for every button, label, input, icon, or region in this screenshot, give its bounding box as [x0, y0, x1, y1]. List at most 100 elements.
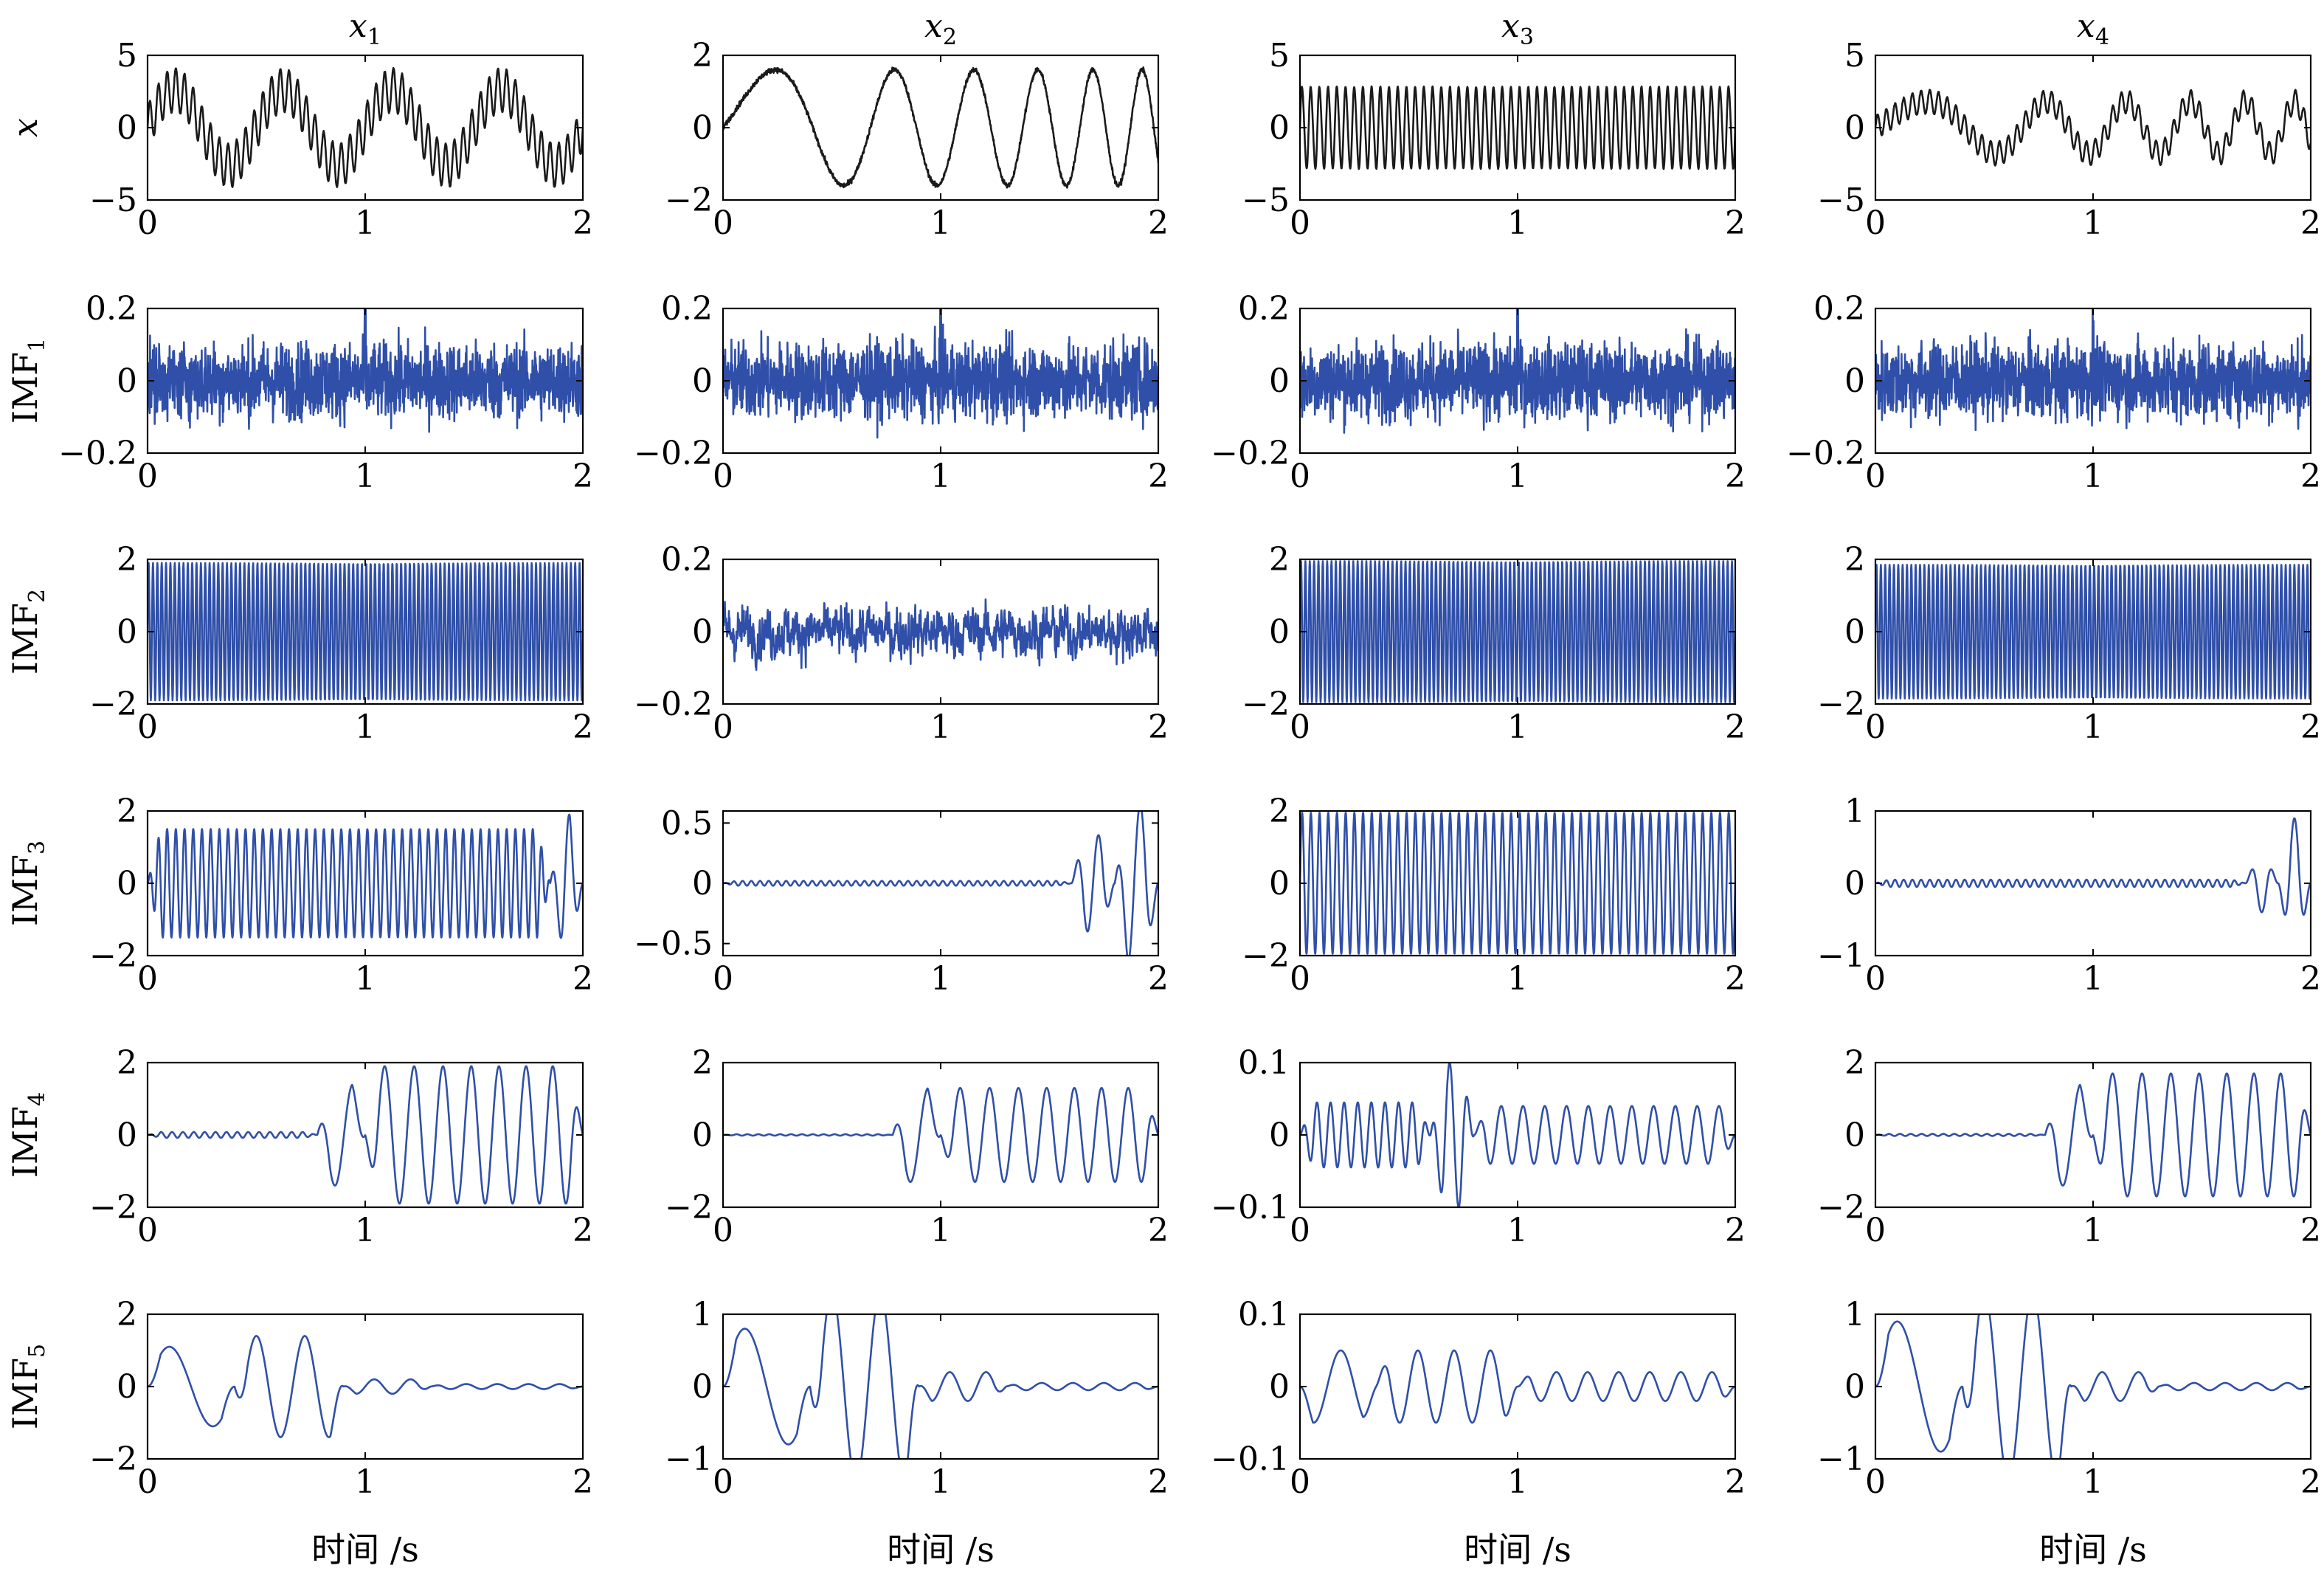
- subplot-r3-c3: 0 1 2−202: [1242, 541, 1746, 746]
- subplot-r5-c3: 0 1 2−0.100.1: [1211, 1044, 1746, 1249]
- y-tick-label: 0: [1844, 1116, 1865, 1154]
- x-tick-label: 2: [2300, 708, 2321, 746]
- x-tick-label: 0: [137, 1212, 158, 1249]
- subplot-r4-c1: 0 1 2−202: [89, 793, 593, 998]
- y-tick-label: 5: [1269, 37, 1290, 75]
- x-tick-label: 2: [2300, 204, 2321, 242]
- series-line: [148, 1335, 583, 1438]
- y-tick-label: −1: [1817, 1440, 1865, 1478]
- x-tick-label: 1: [930, 708, 951, 746]
- x-tick-label: 1: [930, 458, 951, 495]
- x-tick-label: 1: [2083, 1212, 2103, 1249]
- x-axis-label: 时间 /s: [2039, 1530, 2147, 1570]
- x-tick-label: 2: [573, 960, 593, 998]
- series-line: [148, 66, 583, 188]
- x-tick-label: 1: [2083, 708, 2103, 746]
- x-tick-label: 2: [2300, 960, 2321, 998]
- column-title-2: x2: [924, 7, 957, 50]
- y-tick-label: 0.2: [1238, 290, 1290, 328]
- axes-frame: [1874, 54, 2312, 201]
- y-tick-label: −2: [89, 1440, 137, 1478]
- y-tick-label: −2: [665, 1189, 713, 1226]
- x-tick-label: 2: [573, 1463, 593, 1501]
- series-line: [1875, 89, 2311, 167]
- y-tick-label: 0.2: [1813, 290, 1865, 328]
- x-tick-label: 0: [1865, 458, 1886, 495]
- y-tick-label: −2: [89, 1189, 137, 1226]
- x-tick-label: 1: [2083, 204, 2103, 242]
- x-tick-label: 2: [1148, 960, 1169, 998]
- y-tick-label: −1: [665, 1440, 713, 1478]
- x-tick-label: 0: [1865, 1212, 1886, 1249]
- subplot-r3-c4: 0 1 2−202: [1817, 541, 2321, 746]
- x-tick-label: 1: [1507, 204, 1528, 242]
- y-tick-label: 1: [692, 1296, 713, 1333]
- series-line: [723, 1087, 1158, 1183]
- y-tick-label: 1: [1844, 793, 1865, 830]
- x-axis-label: 时间 /s: [311, 1530, 419, 1570]
- x-tick-label: 1: [355, 960, 376, 998]
- row-label-5: IMF4: [5, 1092, 50, 1178]
- y-tick-label: 2: [117, 1044, 137, 1082]
- series-line: [148, 562, 583, 702]
- x-tick-label: 2: [1725, 960, 1746, 998]
- y-tick-label: 0.2: [86, 290, 137, 328]
- x-tick-label: 2: [2300, 1212, 2321, 1249]
- x-tick-label: 2: [573, 708, 593, 746]
- series-line: [1875, 1314, 2311, 1459]
- y-tick-label: 2: [692, 37, 713, 75]
- column-title-4: x4: [2077, 7, 2109, 50]
- x-tick-label: 0: [1865, 1463, 1886, 1501]
- y-tick-label: 0: [1269, 865, 1290, 902]
- x-tick-label: 1: [2083, 1463, 2103, 1501]
- series-line: [1300, 1349, 1735, 1424]
- x-tick-label: 2: [1725, 204, 1746, 242]
- subplot-r2-c1: 0 1 2−0.200.2: [58, 290, 593, 495]
- column-title-3: x3: [1501, 7, 1534, 50]
- x-tick-label: 2: [573, 204, 593, 242]
- y-tick-label: −5: [89, 182, 137, 219]
- y-tick-label: −2: [89, 686, 137, 723]
- series-line: [148, 308, 583, 433]
- x-tick-label: 0: [1865, 204, 1886, 242]
- subplot-r6-c1: 0 1 2−202: [89, 1296, 593, 1501]
- y-tick-label: 0: [692, 362, 713, 400]
- y-tick-label: 5: [1844, 37, 1865, 75]
- subplot-r6-c3: 0 1 2−0.100.1: [1211, 1296, 1746, 1501]
- series-line: [1300, 85, 1735, 170]
- x-tick-label: 0: [713, 708, 733, 746]
- x-tick-label: 0: [1865, 960, 1886, 998]
- x-tick-label: 1: [1507, 960, 1528, 998]
- y-tick-label: 2: [1844, 541, 1865, 579]
- y-tick-label: 0.1: [1238, 1296, 1290, 1333]
- y-tick-label: 0: [1844, 865, 1865, 902]
- y-tick-label: 0: [1269, 1368, 1290, 1406]
- y-tick-label: 0.2: [661, 541, 713, 579]
- x-tick-label: 2: [1148, 708, 1169, 746]
- y-tick-label: 0: [692, 109, 713, 147]
- y-tick-label: 0: [1844, 109, 1865, 147]
- series-line: [1875, 308, 2311, 432]
- subplot-r2-c4: 0 1 2−0.200.2: [1786, 290, 2321, 495]
- x-tick-label: 1: [355, 708, 376, 746]
- series-line: [148, 1065, 583, 1205]
- y-tick-label: 0: [117, 865, 137, 902]
- x-tick-label: 1: [930, 960, 951, 998]
- x-axis-label: 时间 /s: [1464, 1530, 1571, 1570]
- y-tick-label: 0: [1269, 613, 1290, 651]
- y-tick-label: 0: [692, 1116, 713, 1154]
- x-tick-label: 2: [1148, 1463, 1169, 1501]
- subplot-r1-c3: 0 1 2−505: [1242, 37, 1746, 242]
- x-tick-label: 0: [137, 960, 158, 998]
- subplot-r6-c4: 0 1 2−101: [1817, 1296, 2321, 1501]
- y-tick-label: 0: [117, 1368, 137, 1406]
- subplot-r5-c1: 0 1 2−202: [89, 1044, 593, 1249]
- series-line: [723, 308, 1158, 439]
- x-tick-label: 0: [713, 1212, 733, 1249]
- x-tick-label: 0: [1290, 1463, 1310, 1501]
- y-tick-label: 0: [117, 109, 137, 147]
- subplot-r5-c2: 0 1 2−202: [665, 1044, 1169, 1249]
- x-tick-label: 0: [137, 204, 158, 242]
- y-tick-label: 0: [1269, 1116, 1290, 1154]
